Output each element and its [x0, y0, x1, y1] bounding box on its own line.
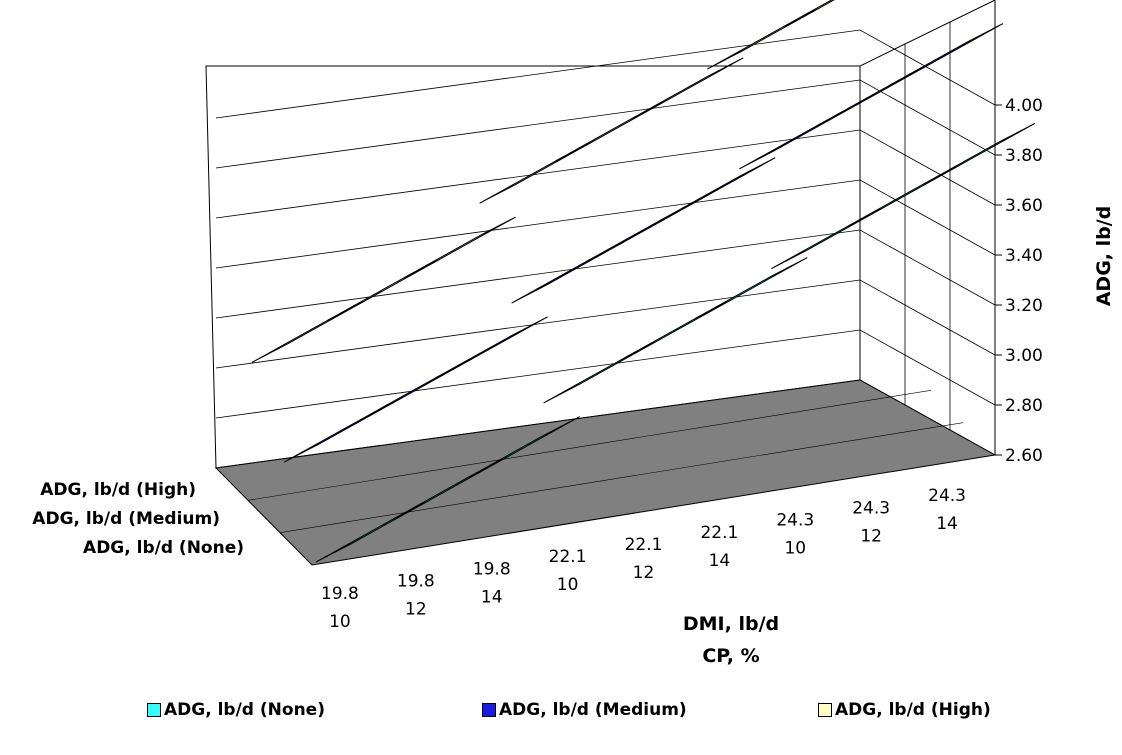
- ribbon-segment: [663, 157, 776, 220]
- side-wall: [859, 0, 996, 456]
- y-tick-label: 4.00: [1005, 96, 1043, 116]
- x-axis-title-line1: DMI, lb/d: [683, 613, 779, 635]
- y-tick-label: 3.00: [1005, 346, 1043, 366]
- legend-label-medium: ADG, lb/d (Medium): [499, 700, 687, 720]
- floor-lines: [247, 390, 964, 533]
- series-2: [251, 0, 835, 363]
- ribbon-segment: [922, 122, 1036, 185]
- x-tick-label-dmi: 22.1: [549, 547, 587, 567]
- legend-label-high: ADG, lb/d (High): [835, 700, 991, 720]
- x-tick-label-cp: 10: [329, 612, 351, 632]
- legend-swatch-medium: [482, 703, 496, 717]
- x-axis-title-line2: CP, %: [702, 645, 759, 667]
- y-tick-label: 3.40: [1005, 246, 1043, 266]
- ribbon-segment: [467, 416, 580, 479]
- legend-label-none: ADG, lb/d (None): [164, 700, 325, 720]
- y-tick-label: 3.20: [1005, 296, 1043, 316]
- x-tick-label-cp: 12: [405, 600, 427, 620]
- x-tick-label-cp: 10: [557, 575, 579, 595]
- legend-item-none: ADG, lb/d (None): [147, 700, 325, 720]
- x-tick-label-cp: 10: [784, 539, 806, 559]
- x-tick-label-cp: 12: [860, 526, 882, 546]
- x-tick-label-cp: 14: [936, 514, 958, 534]
- depth-axis-labels: ADG, lb/d (High) ADG, lb/d (Medium) ADG, l…: [32, 480, 244, 558]
- ribbon-segment: [782, 0, 835, 28]
- x-axis-ticks: 19.8 10 19.8 12 19.8 14 22.1 10 22.1 12 22.1 14 24.3…: [321, 486, 966, 632]
- series-1: [283, 23, 1004, 463]
- x-tick-label-dmi: 19.8: [321, 584, 359, 604]
- x-tick-label-dmi: 24.3: [852, 498, 890, 518]
- legend-item-medium: ADG, lb/d (Medium): [482, 700, 687, 720]
- y-axis-ticks: 2.60 2.80 3.00 3.20 3.40 3.60 3.80 4.00: [994, 0, 1043, 466]
- legend-swatch-high: [818, 703, 832, 717]
- ribbon-segment: [435, 316, 548, 379]
- ribbon-segment: [695, 257, 808, 319]
- x-tick-label-dmi: 24.3: [776, 511, 814, 531]
- depth-label: ADG, lb/d (None): [83, 538, 244, 558]
- legend-swatch-none: [147, 703, 161, 717]
- y-tick-label: 2.60: [1005, 446, 1043, 466]
- adg-3d-chart: 2.602.803.003.203.403.603.804.00 19.8101…: [32, 0, 1115, 667]
- legend: ADG, lb/d (None) ADG, lb/d (Medium) ADG,…: [0, 700, 1122, 740]
- y-tick-label: 3.60: [1005, 196, 1043, 216]
- floor-depth-line: [247, 390, 932, 501]
- x-tick-label-cp: 12: [633, 563, 655, 583]
- ribbon-segment: [403, 216, 516, 279]
- legend-item-high: ADG, lb/d (High): [818, 700, 991, 720]
- series-ribbons: [251, 0, 1036, 563]
- x-tick-label-dmi: 24.3: [928, 486, 966, 506]
- x-tick-label-dmi: 19.8: [397, 572, 435, 592]
- floor-depth-line: [279, 422, 964, 533]
- y-tick-label: 2.80: [1005, 396, 1043, 416]
- x-tick-label-cp: 14: [709, 551, 731, 571]
- gridlines: [215, 22, 996, 430]
- y-axis-title: ADG, lb/d: [1093, 206, 1115, 307]
- ribbon-segment: [890, 23, 1004, 85]
- depth-label: ADG, lb/d (Medium): [32, 509, 220, 529]
- series-0: [315, 122, 1036, 563]
- x-tick-label-dmi: 19.8: [473, 559, 511, 579]
- depth-label: ADG, lb/d (High): [40, 480, 196, 500]
- x-tick-label-cp: 14: [481, 587, 503, 607]
- y-tick-label: 3.80: [1005, 146, 1043, 166]
- ribbon-segment: [631, 57, 744, 120]
- x-tick-label-dmi: 22.1: [700, 523, 738, 543]
- x-tick-label-dmi: 22.1: [625, 535, 663, 555]
